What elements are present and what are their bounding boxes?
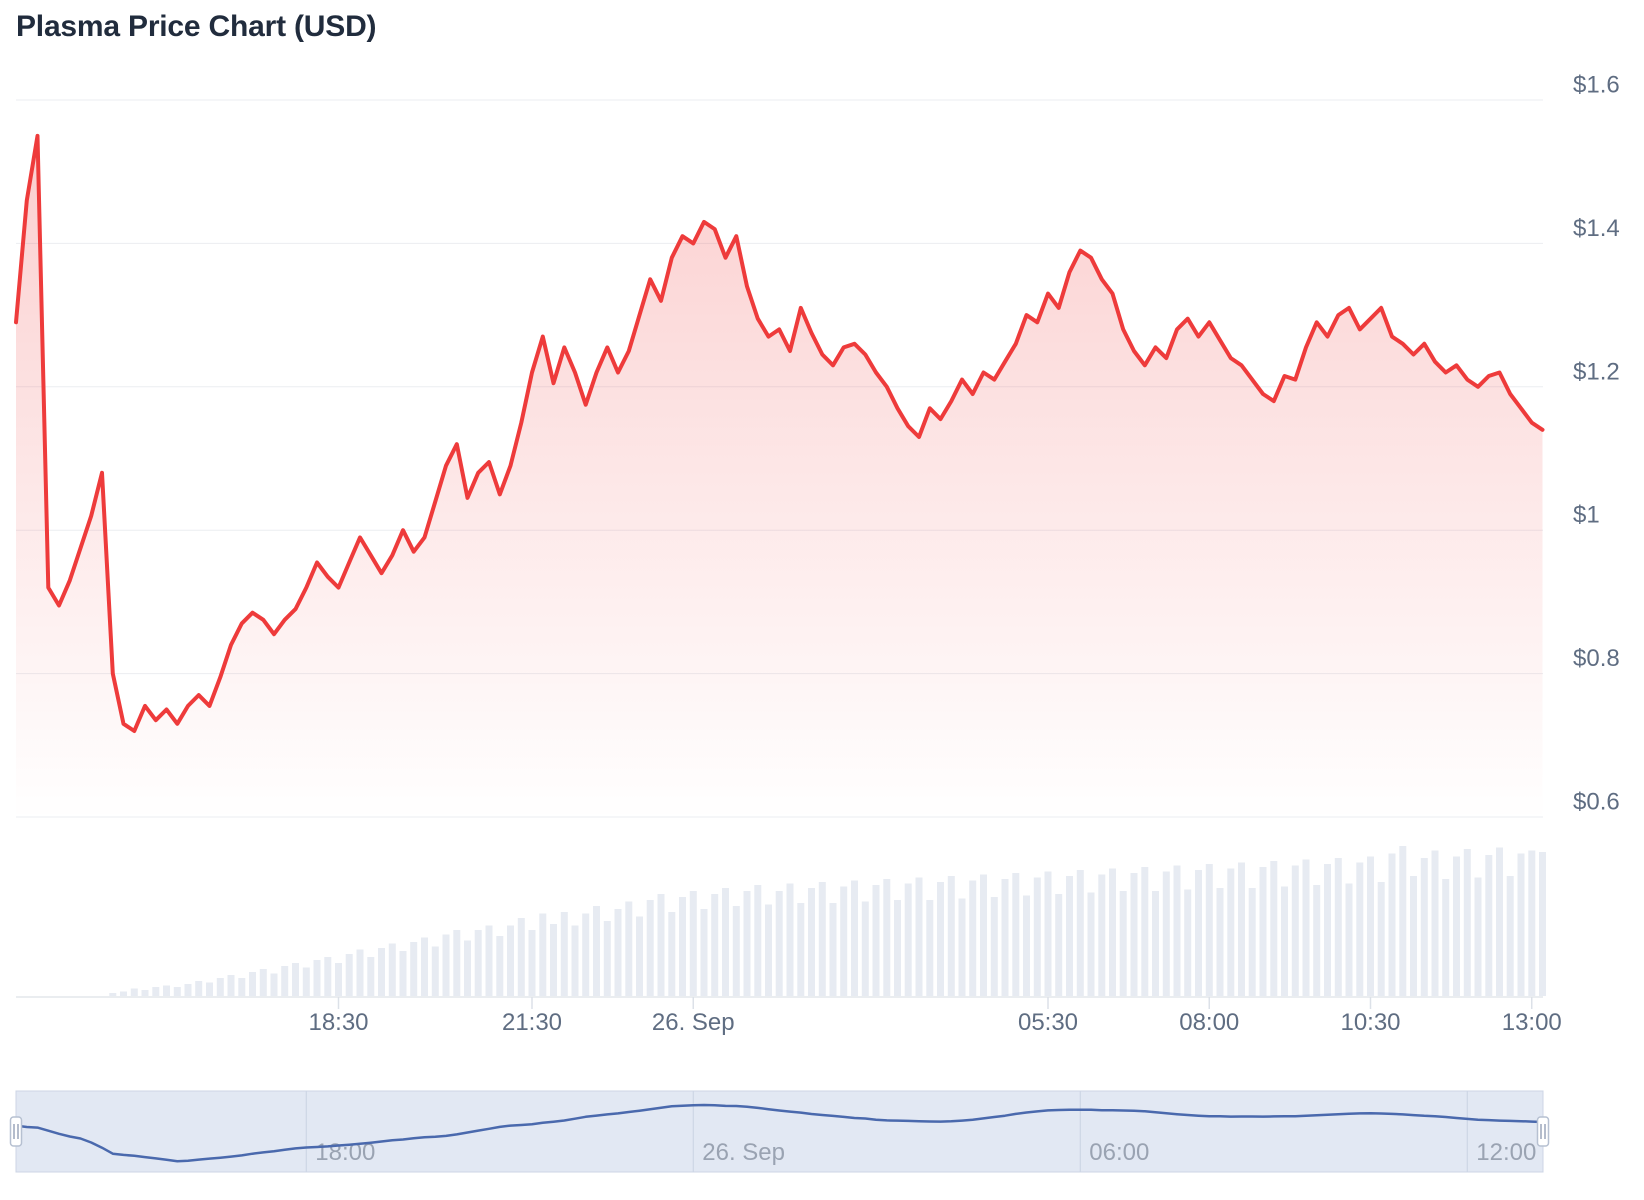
- plot-area[interactable]: [16, 97, 1543, 997]
- price-area-fill: [16, 135, 1543, 820]
- navigator-axis-label: 12:00: [1476, 1139, 1536, 1166]
- y-axis-label: $0.8: [1573, 645, 1620, 672]
- y-axis-label: $0.6: [1573, 789, 1620, 816]
- y-axis-label: $1.2: [1573, 358, 1620, 385]
- y-axis-label: $1.6: [1573, 72, 1620, 99]
- navigator-line: [15, 1103, 1543, 1163]
- x-axis-label: 08:00: [1179, 1009, 1239, 1036]
- volume-bars: [109, 846, 1546, 996]
- y-axis-label: $1.4: [1573, 215, 1620, 242]
- x-axis-label: 21:30: [502, 1009, 562, 1036]
- chart-title: Plasma Price Chart (USD): [16, 10, 377, 43]
- x-axis-label: 18:30: [308, 1009, 368, 1036]
- navigator-axis-label: 26. Sep: [702, 1139, 785, 1166]
- navigator-handle-left[interactable]: [9, 1116, 23, 1147]
- y-axis-label: $1: [1573, 502, 1600, 529]
- navigator-axis-label: 06:00: [1089, 1139, 1149, 1166]
- x-axis-label: 26. Sep: [652, 1009, 735, 1036]
- x-axis-label: 05:30: [1018, 1009, 1078, 1036]
- x-axis-label: 10:30: [1340, 1009, 1400, 1036]
- navigator-handle-right[interactable]: [1536, 1116, 1550, 1147]
- navigator-track[interactable]: [15, 1090, 1544, 1173]
- price-line: [14, 133, 1545, 733]
- x-axis-label: 13:00: [1502, 1009, 1562, 1036]
